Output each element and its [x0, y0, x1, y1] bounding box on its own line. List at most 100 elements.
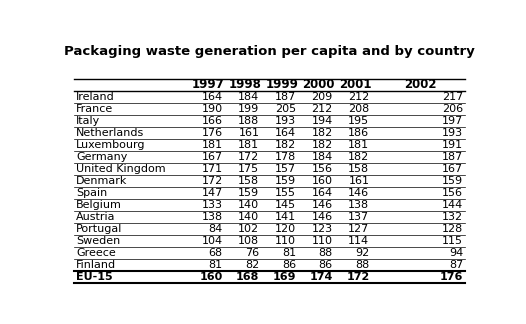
Text: Denmark: Denmark — [76, 176, 127, 186]
Text: 141: 141 — [275, 212, 296, 222]
Text: Finland: Finland — [76, 260, 116, 270]
Text: 155: 155 — [275, 188, 296, 198]
Text: Netherlands: Netherlands — [76, 128, 144, 138]
Text: 140: 140 — [238, 200, 259, 210]
Text: 164: 164 — [201, 92, 222, 102]
Text: 184: 184 — [238, 92, 259, 102]
Text: 161: 161 — [348, 176, 369, 186]
Text: 182: 182 — [275, 140, 296, 150]
Text: 172: 172 — [201, 176, 222, 186]
Text: 133: 133 — [201, 200, 222, 210]
Text: 171: 171 — [201, 164, 222, 174]
Text: 137: 137 — [348, 212, 369, 222]
Text: 190: 190 — [201, 104, 222, 114]
Text: 168: 168 — [236, 272, 259, 282]
Text: 127: 127 — [348, 224, 369, 234]
Text: 167: 167 — [442, 164, 463, 174]
Text: 175: 175 — [238, 164, 259, 174]
Text: Austria: Austria — [76, 212, 115, 222]
Text: 181: 181 — [238, 140, 259, 150]
Text: 160: 160 — [199, 272, 222, 282]
Text: 217: 217 — [442, 92, 463, 102]
Text: 140: 140 — [238, 212, 259, 222]
Text: 182: 182 — [311, 128, 333, 138]
Text: Belgium: Belgium — [76, 200, 122, 210]
Text: Sweden: Sweden — [76, 236, 120, 246]
Text: 147: 147 — [201, 188, 222, 198]
Text: 146: 146 — [311, 200, 333, 210]
Text: Ireland: Ireland — [76, 92, 115, 102]
Text: 172: 172 — [346, 272, 369, 282]
Text: 193: 193 — [442, 128, 463, 138]
Text: 166: 166 — [201, 116, 222, 126]
Text: 212: 212 — [348, 92, 369, 102]
Text: 115: 115 — [442, 236, 463, 246]
Text: 199: 199 — [238, 104, 259, 114]
Text: 1999: 1999 — [266, 78, 298, 91]
Text: 191: 191 — [442, 140, 463, 150]
Text: 81: 81 — [282, 248, 296, 258]
Text: 158: 158 — [238, 176, 259, 186]
Text: 68: 68 — [209, 248, 222, 258]
Text: 212: 212 — [311, 104, 333, 114]
Text: 181: 181 — [348, 140, 369, 150]
Text: 188: 188 — [238, 116, 259, 126]
Text: 145: 145 — [275, 200, 296, 210]
Text: Luxembourg: Luxembourg — [76, 140, 146, 150]
Text: 2002: 2002 — [404, 78, 437, 91]
Text: 178: 178 — [275, 152, 296, 162]
Text: United Kingdom: United Kingdom — [76, 164, 166, 174]
Text: 164: 164 — [311, 188, 333, 198]
Text: 2000: 2000 — [302, 78, 335, 91]
Text: 114: 114 — [348, 236, 369, 246]
Text: France: France — [76, 104, 113, 114]
Text: 181: 181 — [201, 140, 222, 150]
Text: 169: 169 — [272, 272, 296, 282]
Text: 138: 138 — [201, 212, 222, 222]
Text: EU-15: EU-15 — [76, 272, 113, 282]
Text: 194: 194 — [311, 116, 333, 126]
Text: 1998: 1998 — [229, 78, 261, 91]
Text: 187: 187 — [442, 152, 463, 162]
Text: 156: 156 — [312, 164, 333, 174]
Text: 193: 193 — [275, 116, 296, 126]
Text: 176: 176 — [440, 272, 463, 282]
Text: 108: 108 — [238, 236, 259, 246]
Text: 144: 144 — [442, 200, 463, 210]
Text: 195: 195 — [348, 116, 369, 126]
Text: 104: 104 — [201, 236, 222, 246]
Text: 82: 82 — [245, 260, 259, 270]
Text: 120: 120 — [275, 224, 296, 234]
Text: 146: 146 — [348, 188, 369, 198]
Text: 164: 164 — [275, 128, 296, 138]
Text: 146: 146 — [311, 212, 333, 222]
Text: 92: 92 — [355, 248, 369, 258]
Text: Spain: Spain — [76, 188, 107, 198]
Text: 94: 94 — [449, 248, 463, 258]
Text: 187: 187 — [275, 92, 296, 102]
Text: 209: 209 — [311, 92, 333, 102]
Text: 156: 156 — [442, 188, 463, 198]
Text: 84: 84 — [208, 224, 222, 234]
Text: 176: 176 — [201, 128, 222, 138]
Text: 184: 184 — [311, 152, 333, 162]
Text: 76: 76 — [245, 248, 259, 258]
Text: Italy: Italy — [76, 116, 100, 126]
Text: 186: 186 — [348, 128, 369, 138]
Text: 182: 182 — [311, 140, 333, 150]
Text: 2001: 2001 — [339, 78, 371, 91]
Text: 128: 128 — [442, 224, 463, 234]
Text: 86: 86 — [319, 260, 333, 270]
Text: 159: 159 — [275, 176, 296, 186]
Text: Greece: Greece — [76, 248, 116, 258]
Text: 132: 132 — [442, 212, 463, 222]
Text: 88: 88 — [319, 248, 333, 258]
Text: 159: 159 — [238, 188, 259, 198]
Text: 158: 158 — [348, 164, 369, 174]
Text: 86: 86 — [282, 260, 296, 270]
Text: 1997: 1997 — [192, 78, 225, 91]
Text: 174: 174 — [309, 272, 333, 282]
Text: 81: 81 — [209, 260, 222, 270]
Text: 182: 182 — [348, 152, 369, 162]
Text: 208: 208 — [348, 104, 369, 114]
